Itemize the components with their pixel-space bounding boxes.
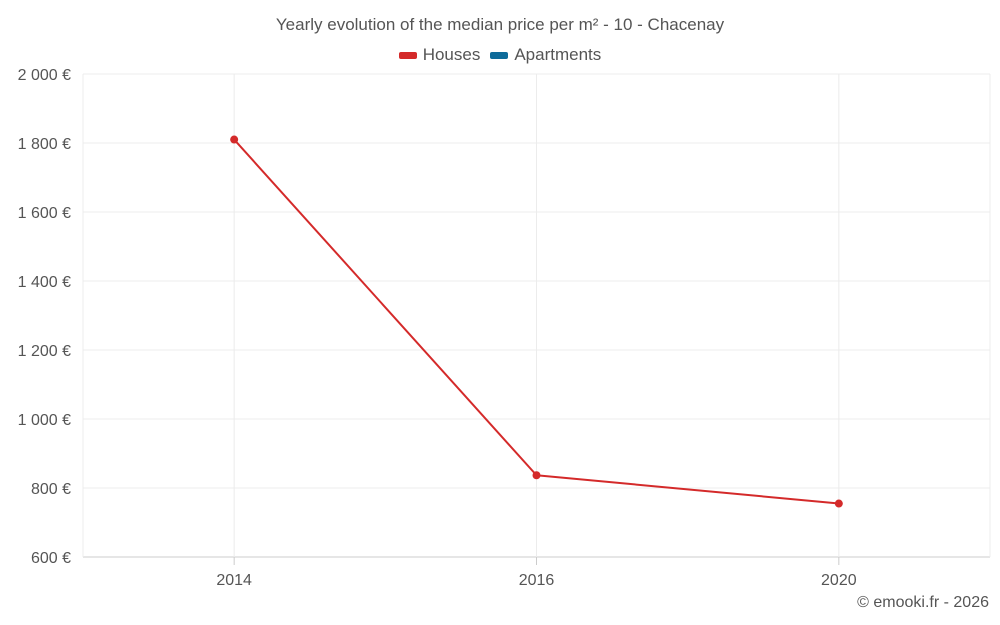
x-tick-label: 2020 (821, 572, 857, 589)
y-tick-label: 600 € (31, 550, 71, 567)
data-point-houses[interactable] (532, 471, 541, 480)
data-point-houses[interactable] (230, 135, 239, 144)
legend-item-houses[interactable]: Houses (398, 45, 481, 65)
y-tick-label: 1 600 € (18, 205, 71, 222)
legend-item-apartments[interactable]: Apartments (490, 45, 601, 65)
y-tick-label: 2 000 € (18, 67, 71, 84)
credits-link[interactable]: © emooki.fr - 2026 (857, 594, 989, 611)
y-tick-label: 1 000 € (18, 412, 71, 429)
chart-legend: Houses Apartments (0, 45, 1000, 65)
y-tick-label: 1 800 € (18, 136, 71, 153)
legend-swatch-apartments (490, 51, 509, 59)
x-tick-label: 2014 (216, 572, 252, 589)
legend-swatch-houses (398, 51, 417, 59)
x-tick-label: 2016 (519, 572, 555, 589)
chart-title: Yearly evolution of the median price per… (275, 15, 725, 34)
y-tick-label: 1 400 € (18, 274, 71, 291)
y-tick-label: 1 200 € (18, 343, 71, 360)
data-point-houses[interactable] (834, 499, 843, 508)
legend-label-houses: Houses (422, 45, 481, 64)
y-tick-label: 800 € (31, 481, 71, 498)
legend-label-apartments: Apartments (514, 45, 602, 64)
